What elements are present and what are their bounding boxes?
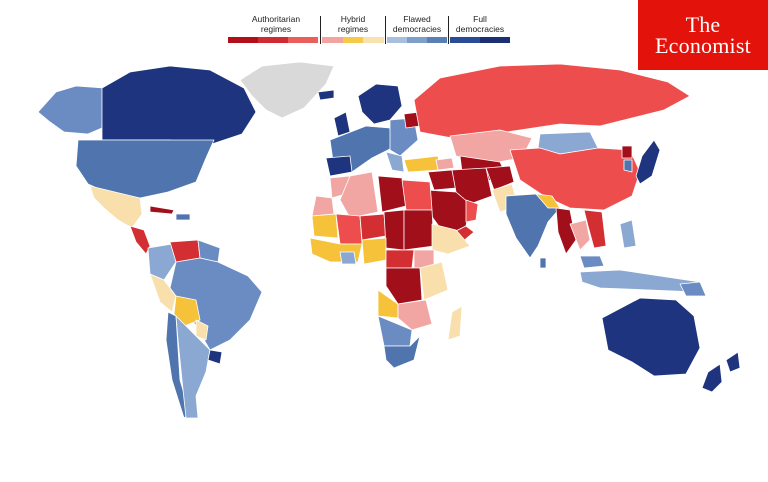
niger [359, 213, 387, 241]
new-zealand [701, 363, 723, 393]
new-zealand-north [725, 351, 741, 373]
nigeria [361, 237, 387, 265]
sudan [403, 209, 435, 251]
caribbean [175, 213, 191, 221]
south-africa [383, 335, 421, 369]
syria-iraq [427, 169, 457, 191]
legend-flawed-swatch [387, 37, 447, 43]
uk-ireland [333, 111, 351, 137]
sri-lanka [539, 257, 547, 269]
myanmar [555, 207, 577, 255]
scandinavia [357, 83, 403, 125]
papua [679, 281, 707, 297]
afghanistan [485, 165, 515, 191]
logo-line-2: Economist [655, 33, 751, 58]
north-korea [621, 145, 633, 159]
economist-logo: The Economist [638, 0, 768, 70]
cuba [149, 205, 175, 215]
canada [101, 65, 257, 147]
legend-full-label: Full democracies [455, 14, 505, 34]
legend-hybrid-label: Hybrid regimes [337, 14, 369, 34]
alaska [37, 85, 105, 135]
madagascar [447, 305, 463, 341]
legend-divider [448, 16, 449, 44]
bolivia [173, 295, 201, 327]
cameroon-car [385, 249, 415, 269]
philippines [619, 219, 637, 249]
legend-authoritarian-swatch [228, 37, 318, 43]
mexico [89, 185, 143, 229]
balkans [385, 151, 405, 173]
legend-flawed-label: Flawed democracies [392, 14, 442, 34]
legend-full-swatch [450, 37, 510, 43]
peru [149, 273, 177, 313]
logo-line-1: The [685, 12, 721, 37]
iceland [317, 89, 335, 101]
nepal-bangladesh [535, 193, 561, 209]
iberia [325, 155, 353, 177]
turkey [403, 155, 441, 173]
zambia-mozambique [397, 299, 433, 331]
gulf-states [465, 199, 479, 223]
paraguay [195, 319, 209, 341]
argentina [175, 315, 211, 419]
uruguay [207, 349, 223, 365]
egypt [401, 179, 433, 211]
legend-authoritarian-label: Authoritarian regimes [251, 14, 301, 34]
mali [335, 213, 363, 245]
chad [383, 209, 405, 251]
algeria [339, 171, 379, 219]
iran [451, 167, 493, 205]
south-korea [623, 159, 633, 173]
legend-hybrid-swatch [322, 37, 385, 43]
ethiopia-horn [431, 223, 471, 255]
central-america [129, 225, 151, 255]
thailand [569, 219, 591, 251]
russia [413, 63, 691, 139]
malaysia [579, 255, 605, 269]
australia [601, 297, 701, 377]
colombia-ecuador [147, 243, 177, 281]
united-states [75, 139, 215, 199]
kenya-tanzania [419, 261, 449, 301]
caucasus [435, 157, 455, 171]
greenland [239, 61, 335, 119]
ghana-coast [339, 251, 357, 265]
drc [385, 267, 423, 305]
legend-divider [320, 16, 321, 44]
japan [635, 139, 661, 185]
map-legend: Authoritarian regimes Hybrid regimes Fla… [228, 14, 510, 48]
laos-vietnam [583, 209, 607, 249]
mauritania [311, 213, 339, 239]
legend-divider [385, 16, 386, 44]
western-sahara [311, 195, 335, 217]
